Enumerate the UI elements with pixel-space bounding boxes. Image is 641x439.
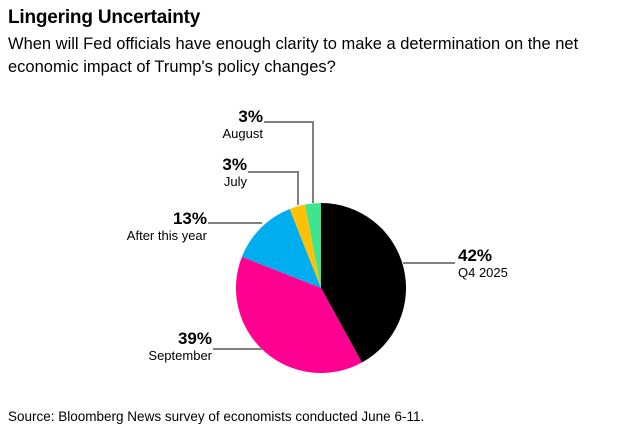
- slice-label-august: 3% August: [223, 107, 263, 141]
- pie-slice-august: [305, 203, 321, 288]
- pie-slice-september: [236, 256, 362, 373]
- leader-line-august-horizontal: [264, 121, 314, 123]
- slice-pct-after-this-year: 13%: [172, 209, 207, 228]
- leader-line-september: [213, 348, 262, 350]
- pie-slice-after-this-year: [241, 208, 321, 288]
- slice-pct-september: 39%: [177, 329, 212, 348]
- slice-name-august: August: [222, 126, 263, 141]
- slice-name-after-this-year: After this year: [126, 228, 207, 243]
- slice-label-july: 3% July: [222, 155, 247, 189]
- slice-label-after-this-year: 13% After this year: [127, 209, 207, 243]
- pie-svg: [236, 203, 406, 373]
- pie-slice-q4-2025: [321, 203, 406, 363]
- chart-title: Lingering Uncertainty: [8, 7, 201, 28]
- slice-name-q4-2025: Q4 2025: [458, 265, 508, 280]
- slice-pct-july: 3%: [222, 155, 247, 174]
- slice-label-q4-2025: 42% Q4 2025: [458, 246, 508, 280]
- slice-pct-q4-2025: 42%: [458, 246, 493, 265]
- slice-pct-august: 3%: [238, 107, 263, 126]
- leader-line-july-vertical: [297, 171, 299, 205]
- source-note: Source: Bloomberg News survey of economi…: [8, 409, 425, 424]
- leader-line-after-this-year: [208, 222, 262, 224]
- pie-slice-july: [289, 204, 321, 288]
- slice-name-july: July: [223, 174, 247, 189]
- chart-subtitle: When will Fed officials have enough clar…: [8, 35, 579, 76]
- slice-name-september: September: [148, 348, 212, 363]
- leader-line-q4-2025: [403, 262, 455, 264]
- leader-line-july-horizontal: [248, 171, 298, 173]
- leader-line-august-vertical: [312, 121, 314, 203]
- slice-label-september: 39% September: [148, 329, 212, 363]
